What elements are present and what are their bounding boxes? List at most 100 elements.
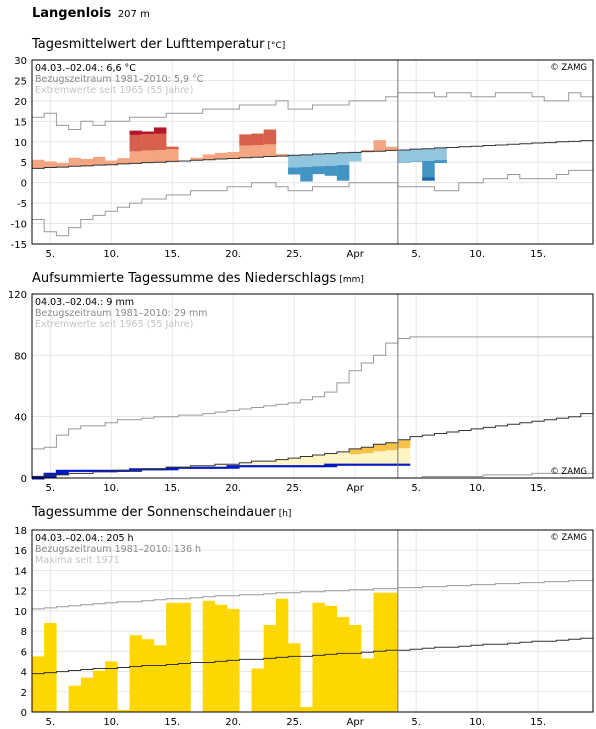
precipitation-accumulated-bar	[397, 464, 411, 466]
precipitation-accumulated-bar	[373, 464, 386, 466]
x-tick-label: 5.	[411, 249, 421, 260]
temperature-bar	[434, 147, 447, 164]
sunshine-bar	[56, 710, 69, 712]
y-tick-label: 80	[14, 351, 27, 362]
x-tick-label: 15.	[530, 717, 546, 728]
x-tick-label: 25.	[286, 483, 302, 494]
precipitation-deficit-bar	[251, 461, 264, 463]
sunshine-bar	[80, 677, 94, 712]
temperature-chart-title: Tagesmittelwert der Lufttemperatur [°C]	[32, 37, 286, 52]
y-tick-label: -15	[11, 240, 27, 251]
temperature-bar	[397, 149, 411, 163]
y-tick-label: 0	[21, 179, 27, 190]
sunshine-bar	[336, 616, 350, 712]
temperature-bar-strong	[300, 167, 313, 182]
precipitation-daily-bar	[56, 470, 69, 475]
precipitation-deficit-bar	[275, 461, 289, 466]
precipitation-accumulated-bar	[68, 470, 81, 472]
plot-frame	[31, 293, 594, 479]
x-tick-label: 5.	[46, 717, 56, 728]
temperature-bars	[32, 127, 447, 182]
sunshine-bar	[324, 605, 338, 712]
sunshine-bar	[105, 661, 118, 712]
extreme-min-line	[32, 169, 593, 237]
precipitation-accumulated-bar	[117, 470, 130, 472]
y-tick-label: -10	[11, 220, 27, 231]
precipitation-accumulated-bar	[214, 467, 228, 469]
legend-extremes: Extremwerte seit 1965 (55 Jahre)	[35, 85, 193, 96]
precipitation-deficit-bar	[214, 464, 228, 466]
x-tick-label: 10.	[103, 249, 119, 260]
precipitation-deficit-bar	[312, 455, 325, 459]
temperature-bar-strong	[336, 165, 350, 181]
precipitation-chart: 0 40 80 120 5. 10. 15. 20. 25. Apr 5. 10. 15. 04.03.–…	[8, 290, 594, 494]
precipitation-deficit-bar-strong	[349, 448, 362, 455]
extreme-min-line	[32, 472, 593, 479]
precipitation-accumulated-bar	[336, 464, 350, 466]
x-tick-label: 10.	[469, 717, 485, 728]
x-tick-label: Apr	[347, 717, 365, 728]
temperature-bar-strong	[422, 160, 435, 181]
temperature-bar	[227, 152, 240, 159]
precipitation-accumulated-bar	[178, 467, 191, 469]
sunshine-bar	[275, 598, 289, 712]
temperature-bar	[275, 154, 289, 157]
x-tick-label: 15.	[164, 717, 180, 728]
temperature-bar-strong	[312, 166, 325, 175]
temperature-bar	[373, 140, 386, 152]
copyright-label: © ZAMG	[550, 63, 587, 73]
temperature-bar	[385, 146, 399, 151]
sunshine-bar	[44, 623, 57, 712]
copyright-label: © ZAMG	[550, 533, 587, 543]
extreme-max-line	[32, 336, 593, 450]
sunshine-bar	[312, 602, 325, 712]
x-tick-label: Apr	[347, 483, 365, 494]
sunshine-bar	[32, 656, 45, 712]
y-tick-label: 20	[14, 97, 27, 108]
temperature-bar	[56, 163, 69, 168]
y-tick-label: 4	[21, 668, 27, 679]
normal-line	[32, 637, 593, 675]
precipitation-deficit-bar	[263, 462, 277, 466]
precipitation-deficit-bar	[349, 454, 362, 465]
sunshine-bars	[32, 592, 399, 712]
precipitation-accumulated-bar	[153, 468, 167, 471]
precipitation-deficit-bar-strong	[361, 447, 374, 454]
temperature-chart: -15 -10 -5 0 5 10 15 20 25 30 5. 10. 15. 20. 25. Apr 5. 1…	[11, 56, 594, 260]
temperature-bar-strong	[166, 146, 179, 150]
x-tick-label: 20.	[225, 483, 241, 494]
y-tick-label: 5	[21, 158, 27, 169]
temperature-bar	[214, 152, 228, 159]
legend-period-value: 04.03.–02.04.: 205 h	[35, 533, 134, 544]
sunshine-chart: 0 2 4 6 8 10 12 14 16 18 5. 10. 15. 20. 25. Apr 5. 10. 15.…	[14, 526, 594, 728]
y-tick-label: 18	[14, 526, 27, 537]
sunshine-bar	[202, 600, 216, 712]
x-tick-label: 15.	[164, 249, 180, 260]
temperature-bar	[117, 158, 130, 164]
maxima-line	[32, 580, 593, 610]
legend-extremes: Maxima seit 1971	[35, 555, 120, 566]
precipitation-deficit-bar-strong	[373, 444, 386, 452]
plot-frame	[31, 529, 594, 713]
sunshine-bar	[373, 592, 386, 712]
sunshine-bar	[68, 685, 81, 712]
x-tick-label: 5.	[411, 717, 421, 728]
temperature-bar	[410, 149, 423, 162]
precipitation-deficit-bar	[324, 453, 338, 458]
sunshine-bar	[263, 625, 277, 712]
precipitation-deficit-bar-strong	[385, 442, 399, 451]
temperature-bar-extreme	[129, 130, 142, 135]
precipitation-deficit-bar	[275, 459, 289, 462]
precipitation-deficit-bar	[263, 461, 277, 463]
legend-reference-period: Bezugszeitraum 1981–2010: 29 mm	[35, 308, 208, 319]
y-tick-label: 30	[14, 56, 27, 67]
legend-extremes: Extremwerte seit 1965 (55 Jahre)	[35, 319, 193, 330]
x-tick-label: 10.	[469, 483, 485, 494]
x-tick-label: 15.	[530, 249, 546, 260]
precipitation-accumulated-bar	[263, 465, 277, 468]
temperature-bar	[92, 156, 106, 166]
precipitation-accumulated-bar	[288, 465, 301, 468]
y-tick-label: 40	[14, 413, 27, 424]
y-tick-label: 0	[21, 708, 27, 719]
sunshine-bar	[129, 635, 142, 712]
